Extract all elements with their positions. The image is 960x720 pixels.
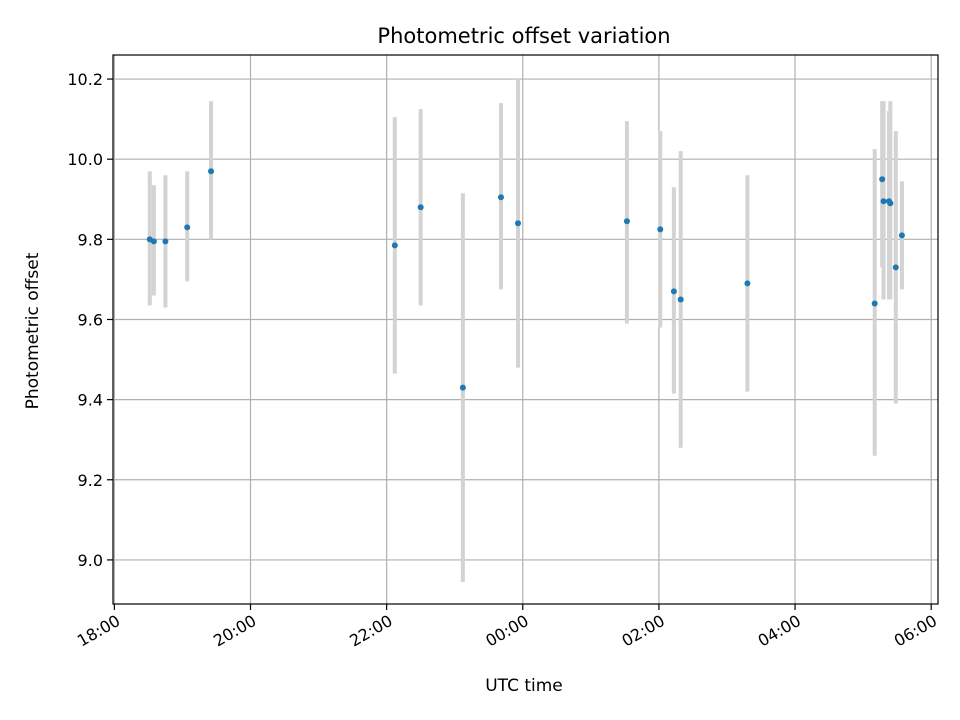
- data-point: [898, 232, 905, 239]
- y-tick-label: 10.2: [67, 70, 103, 89]
- x-axis-title: UTC time: [485, 676, 563, 696]
- y-axis: 9.0 9.2 9.4 9.6 9.8 10.0 10.2: [67, 70, 113, 570]
- data-point: [657, 226, 664, 233]
- y-tick-label: 10.0: [67, 150, 103, 169]
- data-point: [871, 300, 878, 307]
- y-tick-label: 9.8: [78, 230, 103, 249]
- data-point: [497, 194, 504, 201]
- markers: [146, 168, 905, 391]
- data-point: [677, 296, 684, 303]
- data-point: [515, 220, 522, 227]
- data-point: [879, 176, 886, 183]
- data-point: [417, 204, 424, 211]
- y-axis-title: Photometric offset: [23, 252, 43, 409]
- data-point: [744, 280, 751, 287]
- data-point: [184, 224, 191, 231]
- data-point: [670, 288, 677, 295]
- data-point: [892, 264, 899, 271]
- data-point: [459, 384, 466, 391]
- data-point: [880, 198, 887, 205]
- data-point: [623, 218, 630, 225]
- data-point: [162, 238, 169, 245]
- grid: [113, 55, 938, 604]
- chart-title: Photometric offset variation: [377, 24, 670, 48]
- data-point: [208, 168, 215, 175]
- y-tick-label: 9.6: [78, 310, 103, 329]
- data-point: [391, 242, 398, 249]
- y-tick-label: 9.2: [78, 471, 103, 490]
- plot-area: [112, 54, 939, 605]
- y-tick-label: 9.0: [78, 551, 103, 570]
- plot-frame: [112, 54, 939, 605]
- data-point: [887, 200, 894, 207]
- y-tick-label: 9.4: [78, 391, 103, 410]
- data-point: [150, 238, 157, 245]
